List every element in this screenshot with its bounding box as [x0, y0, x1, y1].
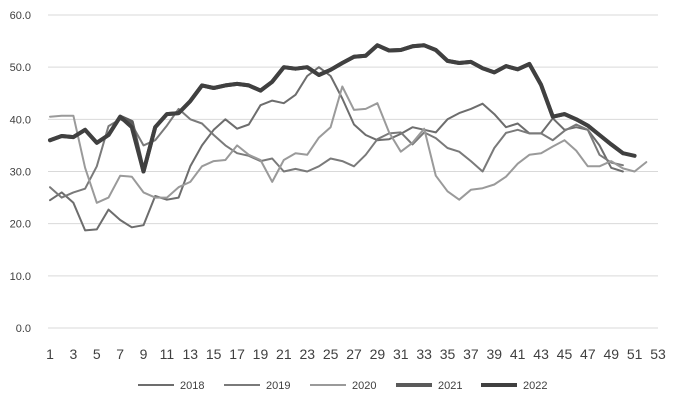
x-tick-label: 45	[557, 346, 573, 362]
x-tick-label: 27	[346, 346, 362, 362]
x-tick-label: 53	[650, 346, 666, 362]
x-tick-label: 5	[93, 346, 101, 362]
x-tick-label: 39	[487, 346, 503, 362]
x-tick-label: 33	[416, 346, 432, 362]
x-tick-label: 19	[253, 346, 269, 362]
series-lines	[48, 43, 648, 232]
series-line-2020	[49, 85, 648, 204]
x-tick-label: 7	[116, 346, 124, 362]
series-line-2019	[49, 107, 624, 199]
y-tick-label: 0.0	[16, 323, 31, 335]
x-tick-label: 49	[603, 346, 619, 362]
legend-label-2020: 2020	[352, 380, 376, 392]
y-axis-tick-labels: 0.0 10.0 20.0 30.0 40.0 50.0 60.0	[10, 10, 31, 335]
y-tick-label: 60.0	[10, 10, 31, 22]
y-tick-label: 20.0	[10, 219, 31, 231]
x-tick-label: 31	[393, 346, 409, 362]
legend-label-2018: 2018	[180, 380, 204, 392]
legend-label-2019: 2019	[266, 380, 290, 392]
x-tick-label: 37	[463, 346, 479, 362]
x-tick-label: 13	[183, 346, 199, 362]
x-tick-label: 41	[510, 346, 526, 362]
y-tick-label: 30.0	[10, 167, 31, 179]
x-tick-label: 9	[140, 346, 148, 362]
x-tick-label: 23	[299, 346, 315, 362]
series-line-2022	[48, 43, 637, 174]
x-tick-label: 43	[533, 346, 549, 362]
x-tick-label: 35	[440, 346, 456, 362]
x-tick-label: 15	[206, 346, 222, 362]
x-tick-label: 47	[580, 346, 596, 362]
legend-label-2021: 2021	[438, 380, 462, 392]
x-tick-label: 51	[627, 346, 643, 362]
series-line-2018	[49, 66, 624, 232]
x-tick-label: 1	[46, 346, 54, 362]
x-tick-label: 11	[160, 346, 175, 362]
y-tick-label: 40.0	[10, 114, 31, 126]
y-tick-label: 10.0	[10, 271, 31, 283]
gridlines	[48, 14, 658, 329]
x-tick-label: 3	[69, 346, 77, 362]
y-tick-label: 50.0	[10, 62, 31, 74]
legend-label-2022: 2022	[523, 380, 547, 392]
legend: 2018 2019 2020 2021 2022	[138, 380, 547, 392]
x-tick-label: 29	[370, 346, 386, 362]
x-axis-tick-labels: 1 3 5 7 9 11 13 15 17 19 21 23 25 27 29 31 33 35 37 39 41 43 4…	[46, 346, 666, 362]
x-tick-label: 21	[276, 346, 292, 362]
x-tick-label: 25	[323, 346, 339, 362]
x-tick-label: 17	[229, 346, 245, 362]
